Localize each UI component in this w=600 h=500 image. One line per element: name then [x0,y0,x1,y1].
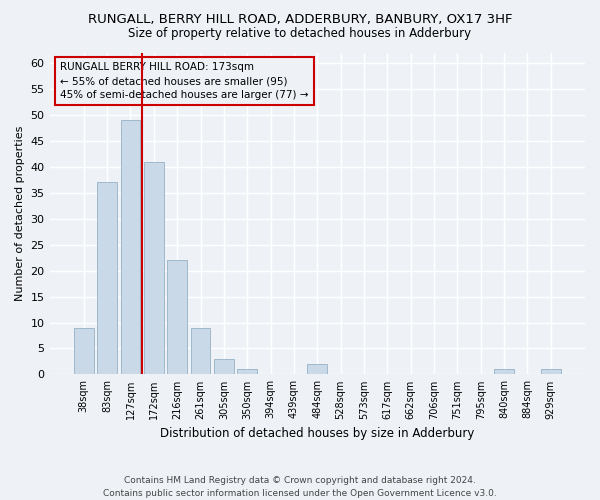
Text: RUNGALL BERRY HILL ROAD: 173sqm
← 55% of detached houses are smaller (95)
45% of: RUNGALL BERRY HILL ROAD: 173sqm ← 55% of… [60,62,309,100]
Bar [238,369,257,374]
Bar [191,328,211,374]
Text: Contains HM Land Registry data © Crown copyright and database right 2024.
Contai: Contains HM Land Registry data © Crown c… [103,476,497,498]
Bar [144,162,164,374]
Bar [121,120,140,374]
Y-axis label: Number of detached properties: Number of detached properties [15,126,25,301]
X-axis label: Distribution of detached houses by size in Adderbury: Distribution of detached houses by size … [160,427,475,440]
Text: Size of property relative to detached houses in Adderbury: Size of property relative to detached ho… [128,28,472,40]
Bar [97,182,117,374]
Text: RUNGALL, BERRY HILL ROAD, ADDERBURY, BANBURY, OX17 3HF: RUNGALL, BERRY HILL ROAD, ADDERBURY, BAN… [88,12,512,26]
Bar [214,359,234,374]
Bar [74,328,94,374]
Bar [167,260,187,374]
Bar [494,369,514,374]
Bar [307,364,327,374]
Bar [541,369,560,374]
